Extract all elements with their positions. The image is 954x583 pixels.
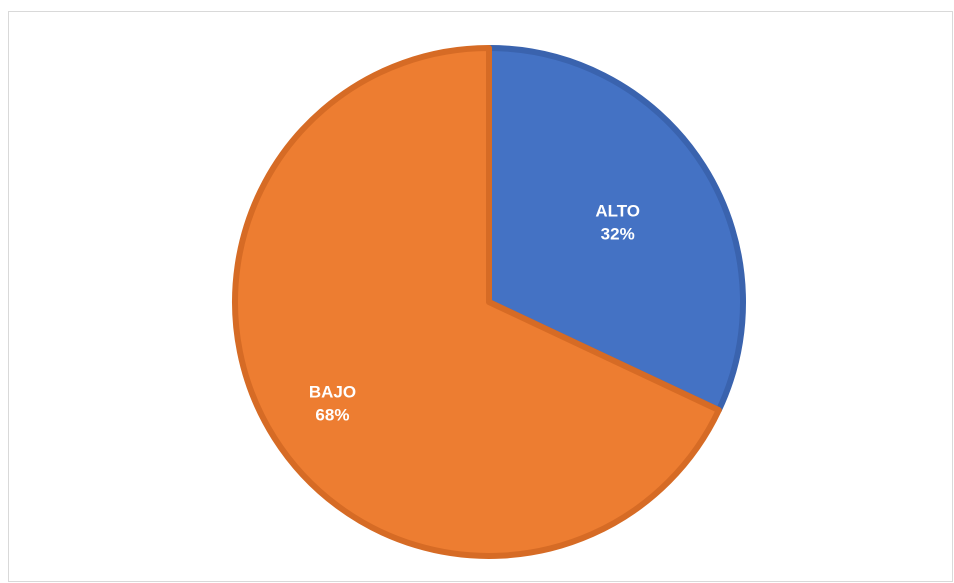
pie-labels: ALTO 32% BAJO 68% — [309, 201, 640, 424]
slice-category-label: ALTO — [595, 201, 640, 220]
pie-slices — [232, 45, 746, 559]
pie-slice-bajo — [232, 45, 722, 559]
slice-percent-label: 32% — [601, 224, 635, 243]
pie-chart: ALTO 32% BAJO 68% — [232, 45, 746, 559]
pie-slice-alto — [486, 45, 746, 414]
slice-percent-label: 68% — [315, 405, 349, 424]
slice-category-label: BAJO — [309, 382, 356, 401]
chart-area: ALTO 32% BAJO 68% — [8, 11, 953, 582]
